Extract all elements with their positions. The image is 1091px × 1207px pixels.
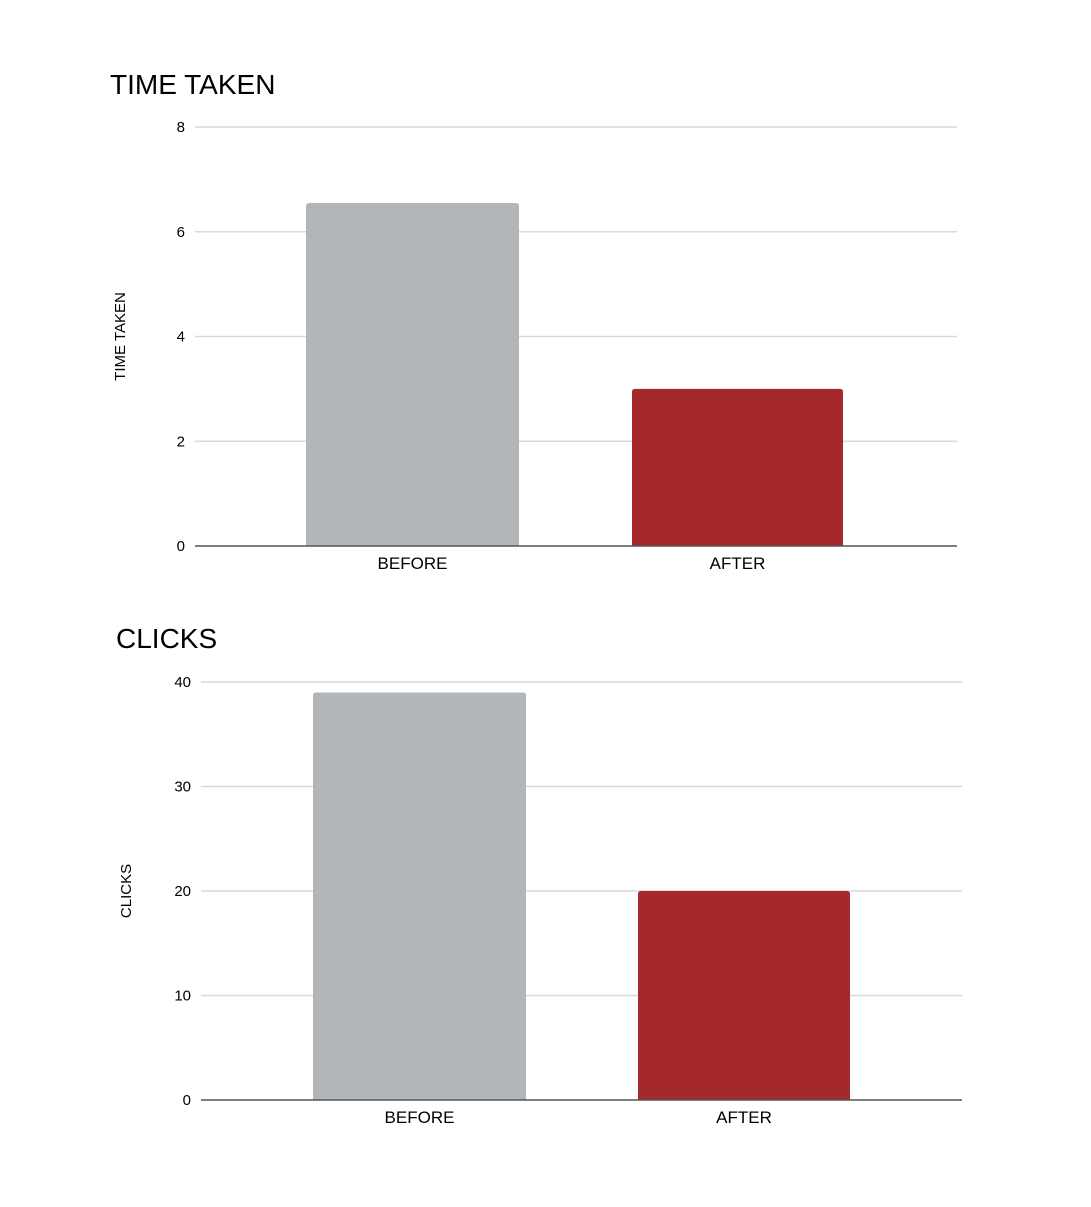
x-category-label: BEFORE bbox=[385, 1108, 455, 1127]
bar-after bbox=[632, 388, 843, 546]
y-axis-label: TIME TAKEN bbox=[112, 292, 129, 381]
chart-title: TIME TAKEN bbox=[110, 69, 275, 100]
y-tick-label: 0 bbox=[183, 1092, 191, 1109]
bar-before bbox=[313, 692, 526, 1100]
y-tick-label: 0 bbox=[177, 538, 185, 555]
bar-before bbox=[306, 202, 519, 546]
bar-after bbox=[638, 891, 850, 1100]
y-tick-label: 20 bbox=[174, 883, 191, 900]
chart-time-taken: TIME TAKEN 0 2 4 6 8 BEFORE AFTER TIME TAKEN bbox=[110, 69, 957, 573]
x-category-label: AFTER bbox=[710, 554, 766, 573]
y-tick-label: 8 bbox=[177, 119, 185, 136]
y-tick-label: 10 bbox=[174, 988, 191, 1005]
chart-clicks: CLICKS 0 10 20 30 40 BEFORE AFTER CLICKS bbox=[116, 623, 962, 1127]
chart-title: CLICKS bbox=[116, 623, 217, 654]
y-tick-label: 6 bbox=[177, 224, 185, 241]
y-tick-label: 40 bbox=[174, 674, 191, 691]
y-tick-label: 30 bbox=[174, 779, 191, 796]
y-tick-label: 4 bbox=[177, 329, 185, 346]
y-tick-label: 2 bbox=[177, 433, 185, 450]
x-category-label: BEFORE bbox=[378, 554, 448, 573]
x-category-label: AFTER bbox=[716, 1108, 772, 1127]
y-axis-label: CLICKS bbox=[118, 864, 135, 918]
